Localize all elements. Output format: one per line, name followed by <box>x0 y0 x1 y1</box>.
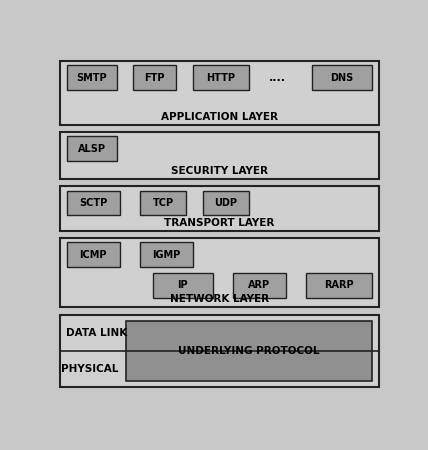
FancyBboxPatch shape <box>67 190 120 216</box>
Text: ALSP: ALSP <box>77 144 106 153</box>
Text: SCTP: SCTP <box>79 198 107 208</box>
Text: HTTP: HTTP <box>206 72 235 82</box>
FancyBboxPatch shape <box>203 190 249 216</box>
FancyBboxPatch shape <box>127 321 372 382</box>
FancyBboxPatch shape <box>67 65 116 90</box>
FancyBboxPatch shape <box>67 243 120 267</box>
Text: IGMP: IGMP <box>152 250 181 260</box>
Text: ....: .... <box>269 72 286 82</box>
FancyBboxPatch shape <box>60 315 378 387</box>
FancyBboxPatch shape <box>306 273 372 297</box>
FancyBboxPatch shape <box>193 65 249 90</box>
FancyBboxPatch shape <box>140 243 193 267</box>
Text: ICMP: ICMP <box>80 250 107 260</box>
FancyBboxPatch shape <box>60 61 378 125</box>
FancyBboxPatch shape <box>140 190 186 216</box>
Text: SECURITY LAYER: SECURITY LAYER <box>171 166 268 176</box>
Text: APPLICATION LAYER: APPLICATION LAYER <box>161 112 278 122</box>
Text: DNS: DNS <box>330 72 354 82</box>
Text: DATA LINK: DATA LINK <box>66 328 127 338</box>
Text: FTP: FTP <box>144 72 165 82</box>
FancyBboxPatch shape <box>60 132 378 179</box>
Text: UDP: UDP <box>214 198 238 208</box>
Text: TRANSPORT LAYER: TRANSPORT LAYER <box>164 218 274 228</box>
Text: SMTP: SMTP <box>76 72 107 82</box>
FancyBboxPatch shape <box>60 186 378 231</box>
Text: UNDERLYING PROTOCOL: UNDERLYING PROTOCOL <box>178 346 320 356</box>
Text: NETWORK LAYER: NETWORK LAYER <box>170 294 269 304</box>
Text: TCP: TCP <box>152 198 173 208</box>
FancyBboxPatch shape <box>233 273 285 297</box>
FancyBboxPatch shape <box>153 273 213 297</box>
Text: IP: IP <box>178 280 188 290</box>
Text: RARP: RARP <box>324 280 354 290</box>
Text: PHYSICAL: PHYSICAL <box>61 364 119 374</box>
FancyBboxPatch shape <box>67 136 116 161</box>
FancyBboxPatch shape <box>60 238 378 307</box>
FancyBboxPatch shape <box>312 65 372 90</box>
FancyBboxPatch shape <box>133 65 176 90</box>
Text: ARP: ARP <box>248 280 270 290</box>
